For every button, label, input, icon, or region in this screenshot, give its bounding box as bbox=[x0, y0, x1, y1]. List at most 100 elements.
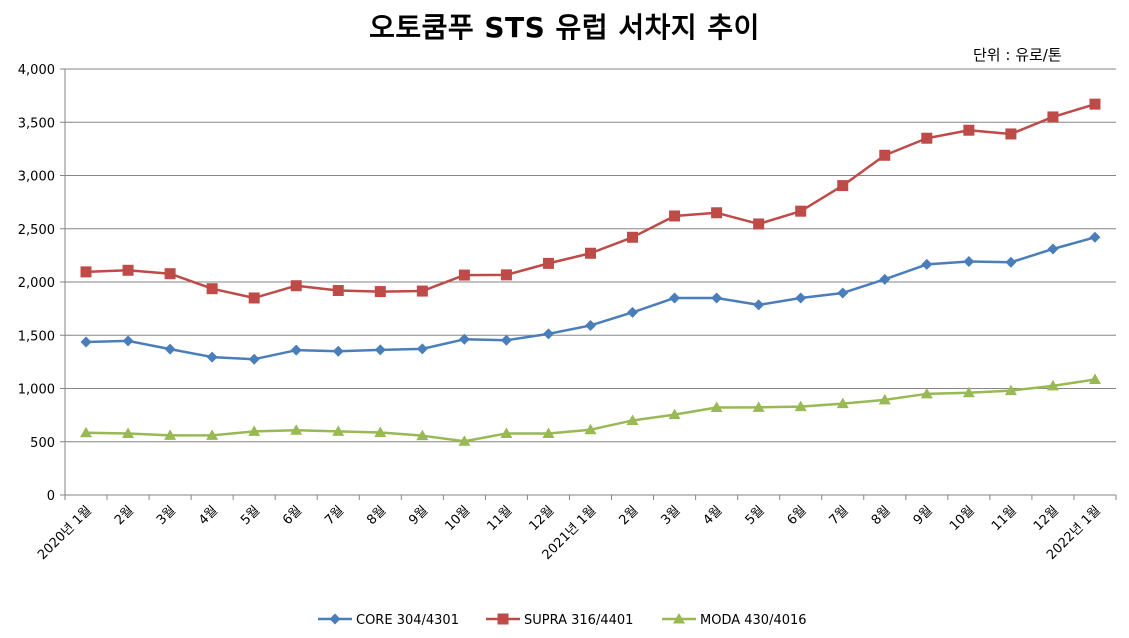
data-point-moda bbox=[248, 425, 261, 436]
data-point-supra bbox=[206, 283, 218, 295]
data-point-moda bbox=[458, 435, 471, 446]
data-point-core bbox=[500, 334, 512, 346]
y-tick-label: 500 bbox=[30, 436, 55, 451]
data-point-supra bbox=[290, 280, 302, 292]
x-tick-label: 9월 bbox=[406, 503, 431, 528]
data-point-moda bbox=[836, 397, 849, 409]
y-tick-label: 3,000 bbox=[18, 170, 55, 185]
x-tick-label: 10월 bbox=[442, 503, 473, 534]
x-tick-label: 2월 bbox=[616, 503, 641, 528]
data-point-moda bbox=[1088, 373, 1101, 384]
data-point-moda bbox=[668, 408, 681, 420]
data-point-core bbox=[122, 335, 134, 347]
data-point-supra bbox=[164, 268, 176, 280]
x-tick-label: 12월 bbox=[527, 503, 558, 534]
data-point-moda bbox=[122, 427, 135, 439]
x-tick-label: 10월 bbox=[947, 503, 978, 534]
legend-label-moda: MODA 430/4016 bbox=[700, 613, 807, 628]
data-point-moda bbox=[80, 426, 93, 438]
x-tick-label: 8월 bbox=[869, 503, 894, 528]
series-line-supra bbox=[85, 102, 1096, 300]
x-tick-label: 7월 bbox=[322, 503, 347, 528]
data-point-core bbox=[542, 328, 554, 340]
data-point-moda bbox=[920, 387, 933, 399]
y-tick-label: 1,500 bbox=[18, 329, 55, 344]
x-tick-label: 5월 bbox=[238, 503, 263, 528]
data-point-core bbox=[1089, 231, 1101, 243]
data-point-supra bbox=[1089, 98, 1101, 110]
data-point-supra bbox=[627, 231, 639, 243]
legend-item-core: CORE 304/4301 bbox=[318, 613, 459, 628]
series-group bbox=[80, 98, 1101, 446]
legend-label-core: CORE 304/4301 bbox=[356, 613, 459, 628]
data-point-supra bbox=[416, 285, 428, 297]
data-point-supra bbox=[879, 149, 891, 161]
y-tick-label: 2,000 bbox=[18, 276, 55, 291]
legend: CORE 304/4301 SUPRA 316/4401 MODA 430/4016 bbox=[318, 613, 807, 628]
legend-marker-supra bbox=[497, 613, 509, 625]
data-point-core bbox=[332, 345, 344, 357]
series-supra bbox=[80, 98, 1101, 304]
data-point-core bbox=[1005, 256, 1017, 268]
data-point-core bbox=[837, 287, 849, 299]
legend-marker-core bbox=[329, 613, 341, 625]
series-moda bbox=[80, 373, 1101, 446]
x-tick-label: 9월 bbox=[911, 503, 936, 528]
y-tick-label: 0 bbox=[47, 489, 55, 504]
data-point-core bbox=[879, 273, 891, 285]
data-point-core bbox=[627, 306, 639, 318]
data-point-moda bbox=[710, 401, 723, 412]
data-point-moda bbox=[290, 424, 303, 435]
data-point-supra bbox=[963, 124, 975, 136]
data-point-supra bbox=[500, 269, 512, 281]
data-point-supra bbox=[669, 210, 681, 222]
legend-item-moda: MODA 430/4016 bbox=[662, 613, 807, 628]
y-tick-label: 3,500 bbox=[18, 116, 55, 131]
data-point-moda bbox=[164, 429, 177, 440]
legend-item-supra: SUPRA 316/4401 bbox=[486, 613, 633, 628]
data-point-moda bbox=[878, 393, 891, 405]
data-point-supra bbox=[542, 257, 554, 269]
x-tick-label: 4월 bbox=[196, 503, 221, 528]
legend-label-supra: SUPRA 316/4401 bbox=[524, 613, 633, 628]
data-point-supra bbox=[921, 132, 933, 144]
x-tick-label: 6월 bbox=[280, 503, 305, 528]
data-point-core bbox=[80, 336, 92, 348]
data-point-core bbox=[921, 258, 933, 270]
data-point-moda bbox=[752, 401, 765, 412]
x-tick-label: 3월 bbox=[658, 503, 683, 528]
data-point-core bbox=[416, 343, 428, 355]
x-tick-label: 2020년 1월 bbox=[35, 503, 95, 563]
data-point-moda bbox=[500, 427, 513, 438]
data-point-core bbox=[669, 292, 681, 304]
x-tick-label: 12월 bbox=[1031, 503, 1062, 534]
legend-marker-moda bbox=[673, 613, 685, 624]
chart-title: 오토쿰푸 STS 유럽 서차지 추이 bbox=[369, 11, 760, 44]
x-tick-label: 8월 bbox=[364, 503, 389, 528]
data-point-moda bbox=[1046, 379, 1059, 391]
x-tick-label: 4월 bbox=[701, 503, 726, 528]
data-point-supra bbox=[1005, 128, 1017, 140]
data-point-moda bbox=[332, 425, 345, 436]
data-point-supra bbox=[585, 247, 596, 259]
data-point-moda bbox=[584, 423, 597, 435]
data-point-core bbox=[164, 343, 176, 355]
data-point-moda bbox=[416, 429, 429, 441]
data-point-core bbox=[374, 344, 386, 356]
gridlines bbox=[65, 68, 1116, 443]
data-point-core bbox=[458, 333, 470, 345]
y-tick-label: 1,000 bbox=[18, 383, 55, 398]
data-point-supra bbox=[711, 207, 723, 219]
x-tick-label: 6월 bbox=[785, 503, 810, 528]
data-point-supra bbox=[248, 292, 260, 304]
data-point-supra bbox=[458, 269, 470, 281]
data-point-moda bbox=[626, 414, 639, 425]
data-point-core bbox=[585, 319, 596, 331]
data-point-supra bbox=[753, 218, 765, 230]
data-point-core bbox=[248, 353, 260, 365]
data-point-moda bbox=[1004, 384, 1017, 396]
y-tick-label: 2,500 bbox=[18, 223, 55, 238]
y-axis-ticks: 0 500 1,000 1,500 2,000 2,500 3,000 3,500 4,000 bbox=[18, 63, 65, 504]
